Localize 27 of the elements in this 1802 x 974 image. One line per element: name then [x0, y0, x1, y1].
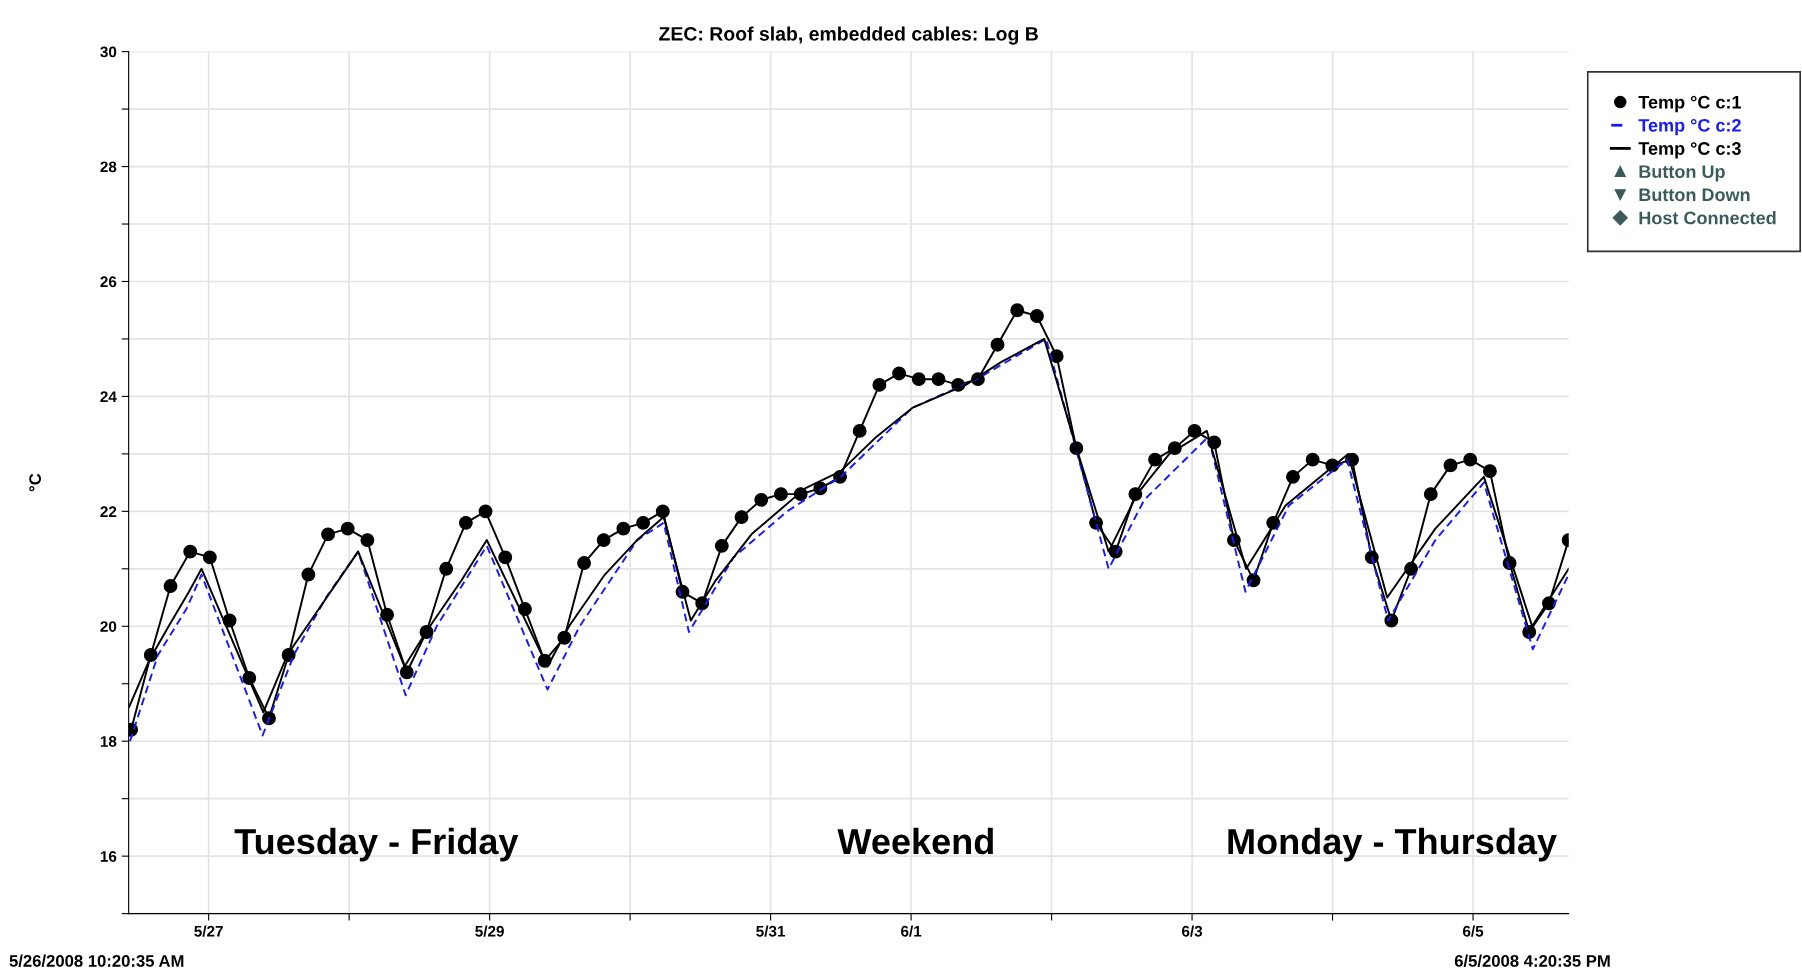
legend-label: Temp °C c:3 — [1638, 142, 1741, 159]
x-tick-label: 5/29 — [475, 925, 504, 937]
y-tick-label: 30 — [100, 46, 117, 58]
text: 5/26/2008 10:20:35 AM — [9, 954, 184, 967]
text: 6/5/2008 4:20:35 PM — [1454, 954, 1610, 967]
y-tick-label: 16 — [100, 851, 117, 862]
x-tick-label: 5/27 — [194, 925, 223, 937]
y-tick-label: 22 — [100, 506, 117, 517]
x-tick-label: 5/31 — [756, 925, 786, 937]
y-tick-label: 26 — [100, 276, 117, 288]
legend-label: Button Down — [1639, 188, 1750, 202]
annotation: Monday - Thursday — [1228, 827, 1557, 862]
y-axis-title: °C — [29, 473, 42, 492]
x-tick-label: 6/1 — [901, 925, 922, 937]
x-tick-label: 6/5 — [1462, 925, 1484, 937]
x-tick-label: 6/3 — [1182, 925, 1203, 937]
y-tick-label: 24 — [100, 391, 117, 402]
y-tick-label: 20 — [100, 621, 117, 632]
y-tick-label: 18 — [100, 736, 117, 747]
chart-title: ZEC: Roof slab, embedded cables: Log B — [659, 26, 1038, 45]
annotation: Weekend — [837, 827, 993, 855]
annotation: Tuesday - Friday — [234, 827, 519, 862]
legend-label: Temp °C c:1 — [1638, 95, 1742, 113]
y-tick-label: 28 — [100, 161, 117, 173]
legend-label: Temp °C c:2 — [1638, 118, 1741, 136]
legend-label: Host Connected — [1639, 211, 1776, 225]
legend-label: Button Up — [1639, 165, 1725, 182]
